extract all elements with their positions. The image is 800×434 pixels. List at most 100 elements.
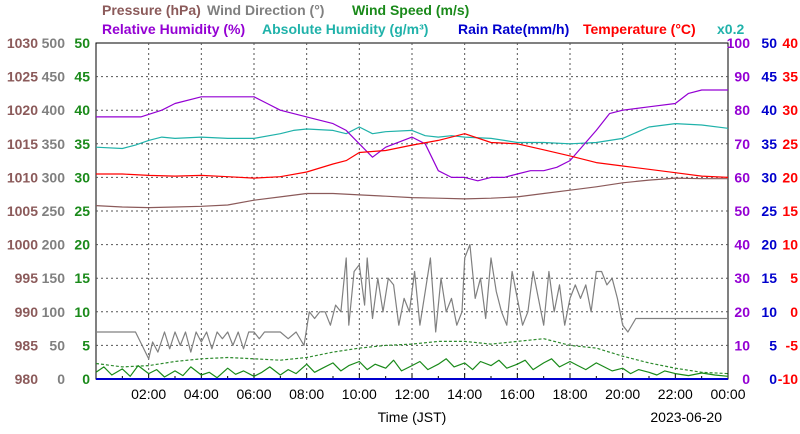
x-tick-label: 00:00 [710, 386, 745, 402]
tick-temperature-c: 15 [782, 203, 798, 219]
tick-temperature-c: 40 [782, 35, 798, 51]
tick-relative-humidity: 80 [734, 102, 750, 118]
tick-wind-direction: 50 [49, 337, 65, 353]
x-axis-label: Time (JST) [378, 409, 447, 425]
legend-x0-2: x0.2 [717, 21, 744, 37]
series-wind-speed-m-s [95, 358, 729, 379]
tick-wind-direction: 0 [57, 371, 65, 387]
tick-wind-direction: 100 [42, 304, 66, 320]
x-tick-label: 18:00 [552, 386, 587, 402]
tick-rain-rate-mm-h: 0 [769, 371, 777, 387]
tick-relative-humidity: 50 [734, 203, 750, 219]
tick-wind-direction: 250 [42, 203, 66, 219]
series-layer [95, 89, 729, 380]
tick-rain-rate-mm-h: 15 [761, 270, 777, 286]
series-wind-direction [96, 244, 728, 360]
legend-relative-humidity: Relative Humidity (%) [102, 21, 245, 37]
legend-pressure-hpa: Pressure (hPa) [102, 2, 201, 18]
tick-wind-direction: 350 [42, 136, 66, 152]
tick-relative-humidity: 100 [727, 35, 751, 51]
tick-relative-humidity: 10 [734, 337, 750, 353]
tick-pressure-hpa: 1015 [7, 136, 38, 152]
tick-pressure-hpa: 1010 [7, 169, 38, 185]
tick-wind-speed-m-s: 25 [74, 203, 90, 219]
tick-pressure-hpa: 1030 [7, 35, 38, 51]
tick-pressure-hpa: 995 [15, 270, 39, 286]
tick-temperature-c: 5 [790, 270, 798, 286]
tick-rain-rate-mm-h: 45 [761, 69, 777, 85]
tick-rain-rate-mm-h: 20 [761, 237, 777, 253]
tick-temperature-c: -10 [778, 371, 798, 387]
tick-relative-humidity: 70 [734, 136, 750, 152]
x-tick-label: 04:00 [184, 386, 219, 402]
tick-relative-humidity: 90 [734, 69, 750, 85]
legend-temperature-c: Temperature (°C) [583, 21, 696, 37]
tick-relative-humidity: 40 [734, 237, 750, 253]
legend-wind-direction: Wind Direction (°) [207, 2, 324, 18]
tick-wind-direction: 200 [42, 237, 66, 253]
series-wind-speed-avg-m-s [95, 338, 729, 375]
tick-wind-speed-m-s: 5 [82, 337, 90, 353]
tick-relative-humidity: 0 [742, 371, 750, 387]
tick-rain-rate-mm-h: 25 [761, 203, 777, 219]
tick-rain-rate-mm-h: 10 [761, 304, 777, 320]
tick-pressure-hpa: 1005 [7, 203, 38, 219]
tick-relative-humidity: 20 [734, 304, 750, 320]
tick-rain-rate-mm-h: 35 [761, 136, 777, 152]
right-axes: 1009080706050403020100504540353025201510… [727, 35, 799, 387]
left-axes: 1030102510201015101010051000995990985980… [7, 35, 90, 387]
legend-rain-rate-mm-h: Rain Rate(mm/h) [458, 21, 569, 37]
tick-wind-direction: 150 [42, 270, 66, 286]
x-tick-label: 20:00 [605, 386, 640, 402]
tick-relative-humidity: 30 [734, 270, 750, 286]
x-tick-label: 02:00 [131, 386, 166, 402]
tick-wind-direction: 300 [42, 169, 66, 185]
date-label: 2023-06-20 [650, 409, 722, 425]
series-absolute-humidity-g-m [95, 123, 729, 150]
x-tick-label: 14:00 [447, 386, 482, 402]
tick-temperature-c: 30 [782, 102, 798, 118]
tick-rain-rate-mm-h: 30 [761, 169, 777, 185]
grid-lines [96, 43, 728, 379]
x-tick-label: 10:00 [342, 386, 377, 402]
series-temperature-c [96, 133, 729, 179]
series-pressure-hpa [95, 177, 728, 209]
tick-temperature-c: 35 [782, 69, 798, 85]
tick-temperature-c: 0 [790, 304, 798, 320]
tick-wind-speed-m-s: 0 [82, 371, 90, 387]
legend-absolute-humidity-g-m: Absolute Humidity (g/m³) [262, 21, 428, 37]
tick-relative-humidity: 60 [734, 169, 750, 185]
tick-wind-speed-m-s: 50 [74, 35, 90, 51]
tick-temperature-c: -5 [786, 337, 799, 353]
tick-rain-rate-mm-h: 50 [761, 35, 777, 51]
tick-wind-speed-m-s: 40 [74, 102, 90, 118]
tick-wind-direction: 450 [42, 69, 66, 85]
tick-wind-speed-m-s: 30 [74, 169, 90, 185]
x-tick-label: 08:00 [289, 386, 324, 402]
tick-pressure-hpa: 1000 [7, 237, 38, 253]
x-tick-label: 12:00 [394, 386, 429, 402]
x-axis: 02:00 04:00 06:00 08:00 10:00 12:00 14:00 16:00… [121, 373, 746, 402]
tick-wind-speed-m-s: 15 [74, 270, 90, 286]
tick-temperature-c: 25 [782, 136, 798, 152]
tick-temperature-c: 20 [782, 169, 798, 185]
tick-pressure-hpa: 1020 [7, 102, 38, 118]
tick-wind-speed-m-s: 35 [74, 136, 90, 152]
tick-wind-speed-m-s: 10 [74, 304, 90, 320]
tick-rain-rate-mm-h: 5 [769, 337, 777, 353]
tick-wind-speed-m-s: 45 [74, 69, 90, 85]
x-tick-label: 22:00 [658, 386, 693, 402]
tick-pressure-hpa: 1025 [7, 69, 38, 85]
tick-wind-direction: 500 [42, 35, 66, 51]
legend-wind-speed-m-s: Wind Speed (m/s) [352, 2, 469, 18]
tick-pressure-hpa: 985 [15, 337, 39, 353]
tick-wind-direction: 400 [42, 102, 66, 118]
tick-pressure-hpa: 990 [15, 304, 39, 320]
x-tick-label: 06:00 [236, 386, 271, 402]
tick-rain-rate-mm-h: 40 [761, 102, 777, 118]
tick-temperature-c: 10 [782, 237, 798, 253]
series-relative-humidity [96, 89, 728, 182]
tick-wind-speed-m-s: 20 [74, 237, 90, 253]
x-tick-label: 16:00 [500, 386, 535, 402]
